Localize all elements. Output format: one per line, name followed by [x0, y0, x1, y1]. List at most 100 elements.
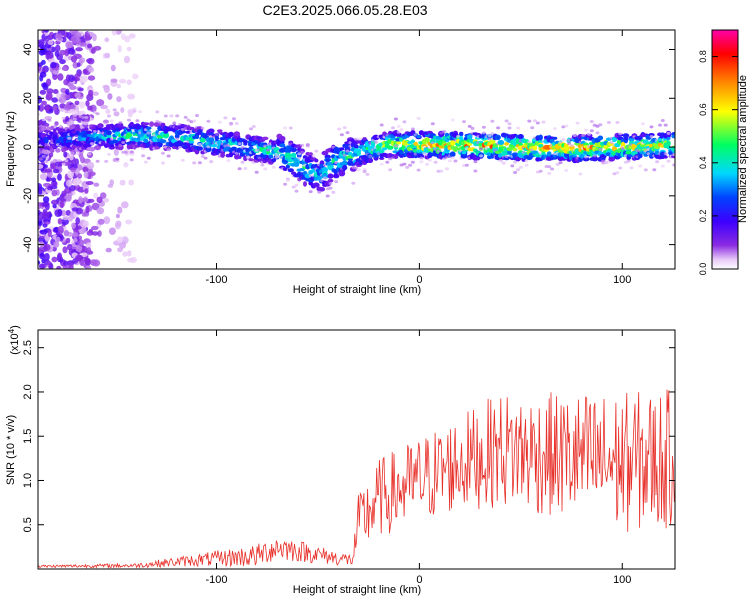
- spectrogram-cell: [107, 183, 114, 188]
- spectrogram-cell: [129, 121, 134, 127]
- spectrogram-cell: [63, 104, 72, 111]
- spectrogram-cell: [178, 146, 182, 149]
- figure-title: C2E3.2025.066.05.28.E03: [262, 2, 427, 18]
- spectrogram-cell: [115, 220, 122, 228]
- spectrogram-cell: [92, 259, 101, 267]
- spectrogram-cell: [294, 183, 299, 187]
- spectrogram-cell: [108, 227, 116, 235]
- spectrogram-cell: [655, 160, 660, 164]
- spectrogram-cell: [88, 229, 93, 233]
- spectrogram-cell: [38, 220, 43, 227]
- spectrogram-cell: [169, 114, 174, 118]
- spectrogram-cell: [464, 163, 469, 167]
- spectrogram-cell: [248, 158, 254, 162]
- spectrogram-cell: [338, 170, 346, 177]
- spectrogram-cell: [538, 169, 543, 173]
- spectrogram-cell: [67, 82, 74, 88]
- spectrogram-cell: [314, 158, 319, 163]
- spectrogram-cell: [87, 75, 96, 81]
- spectrogram-cell: [416, 116, 421, 120]
- spectrogram-cell: [612, 137, 617, 143]
- spectrogram-cell: [314, 149, 319, 153]
- spectrogram-cell: [73, 237, 78, 243]
- spectrogram-cell: [126, 46, 132, 52]
- spectrogram-cell: [481, 125, 486, 129]
- spectrogram-cell: [68, 185, 76, 192]
- spectrogram-cell: [86, 58, 93, 63]
- spectrogram-frame: [37, 29, 676, 270]
- spectrogram-cell: [57, 218, 63, 225]
- spectrogram-y-ticks: -40 -20 0 20 40: [22, 43, 675, 253]
- spectrogram-cell: [490, 119, 495, 123]
- spectrogram-cell: [609, 141, 614, 144]
- spectrogram-cell: [117, 45, 122, 53]
- spectrogram-cell: [487, 134, 492, 137]
- spectrogram-cell: [85, 205, 90, 214]
- spectrogram-cell: [79, 42, 87, 47]
- spectrogram-cell: [663, 152, 668, 156]
- spectrogram-cell: [396, 141, 402, 145]
- spectrogram-cell: [327, 173, 334, 179]
- spectrogram-cell: [197, 142, 202, 146]
- spectrogram-cell: [552, 127, 557, 131]
- spectrogram-cell: [316, 175, 322, 181]
- spectrogram-cell: [381, 147, 388, 151]
- spectrogram-cell: [195, 135, 199, 139]
- spectrogram-cell: [405, 165, 410, 169]
- spectrogram-cell: [199, 138, 206, 143]
- spectrogram-cell: [115, 127, 120, 132]
- spectrogram-cell: [419, 160, 424, 164]
- spectrogram-cell: [467, 124, 472, 128]
- spectrogram-cell: [96, 196, 103, 203]
- spectrogram-cell: [625, 150, 632, 155]
- spectrogram-cell: [466, 134, 473, 140]
- spectrogram-cell: [396, 130, 401, 134]
- spectrogram-cell: [78, 239, 84, 247]
- spectrogram-cell: [598, 147, 603, 151]
- spectrogram-cell: [121, 141, 126, 144]
- spectrogram-y-label: Frequency (Hz): [5, 111, 17, 187]
- spectrogram-cell: [416, 168, 421, 172]
- spectrogram-cell: [115, 30, 122, 35]
- spectrogram-cell: [61, 36, 67, 43]
- spectrogram-cell: [672, 153, 675, 157]
- spectrogram-cell: [64, 110, 69, 114]
- spectrogram-cell: [513, 160, 518, 164]
- spectrogram-cell: [58, 124, 63, 128]
- spectrogram-cell: [69, 264, 74, 269]
- spectrogram-cell: [365, 172, 370, 176]
- spectrogram-cell: [38, 209, 41, 216]
- spectrogram-cell: [663, 155, 668, 159]
- spectrogram-cell: [347, 157, 353, 162]
- spectrogram-cell: [658, 123, 662, 127]
- spectrogram-cell: [38, 157, 43, 161]
- spectrogram-cell: [442, 157, 447, 161]
- spectrogram-cell: [93, 45, 102, 51]
- spectrogram-cell: [38, 39, 45, 46]
- spectrogram-cell: [82, 68, 88, 74]
- spectrogram-cell: [425, 162, 430, 166]
- spectrogram-cell: [342, 164, 348, 171]
- spectrogram-cell: [234, 122, 239, 125]
- spectrogram-cell: [38, 104, 45, 112]
- spectrogram-cell: [672, 163, 675, 167]
- spectrogram-cell: [54, 50, 60, 57]
- spectrogram-cell: [618, 166, 623, 170]
- spectrogram-cell: [123, 162, 129, 168]
- spectrogram-cell: [54, 44, 61, 52]
- spectrogram-cell: [179, 129, 186, 134]
- spectrogram-cell: [640, 122, 645, 126]
- spectrogram-cell: [116, 96, 122, 103]
- spectrogram-cell: [61, 116, 66, 120]
- spectrogram-cell: [552, 136, 558, 140]
- spectrogram-cell: [535, 121, 540, 125]
- y-tick-label: 20: [22, 92, 34, 104]
- spectrogram-cell: [57, 33, 62, 41]
- spectrogram-cell: [50, 61, 57, 69]
- spectrogram-cell: [666, 131, 671, 135]
- spectrogram-cell: [562, 146, 570, 150]
- spectrogram-cell: [180, 158, 185, 162]
- spectrogram-cell: [38, 164, 44, 169]
- spectrogram-cell: [618, 132, 623, 136]
